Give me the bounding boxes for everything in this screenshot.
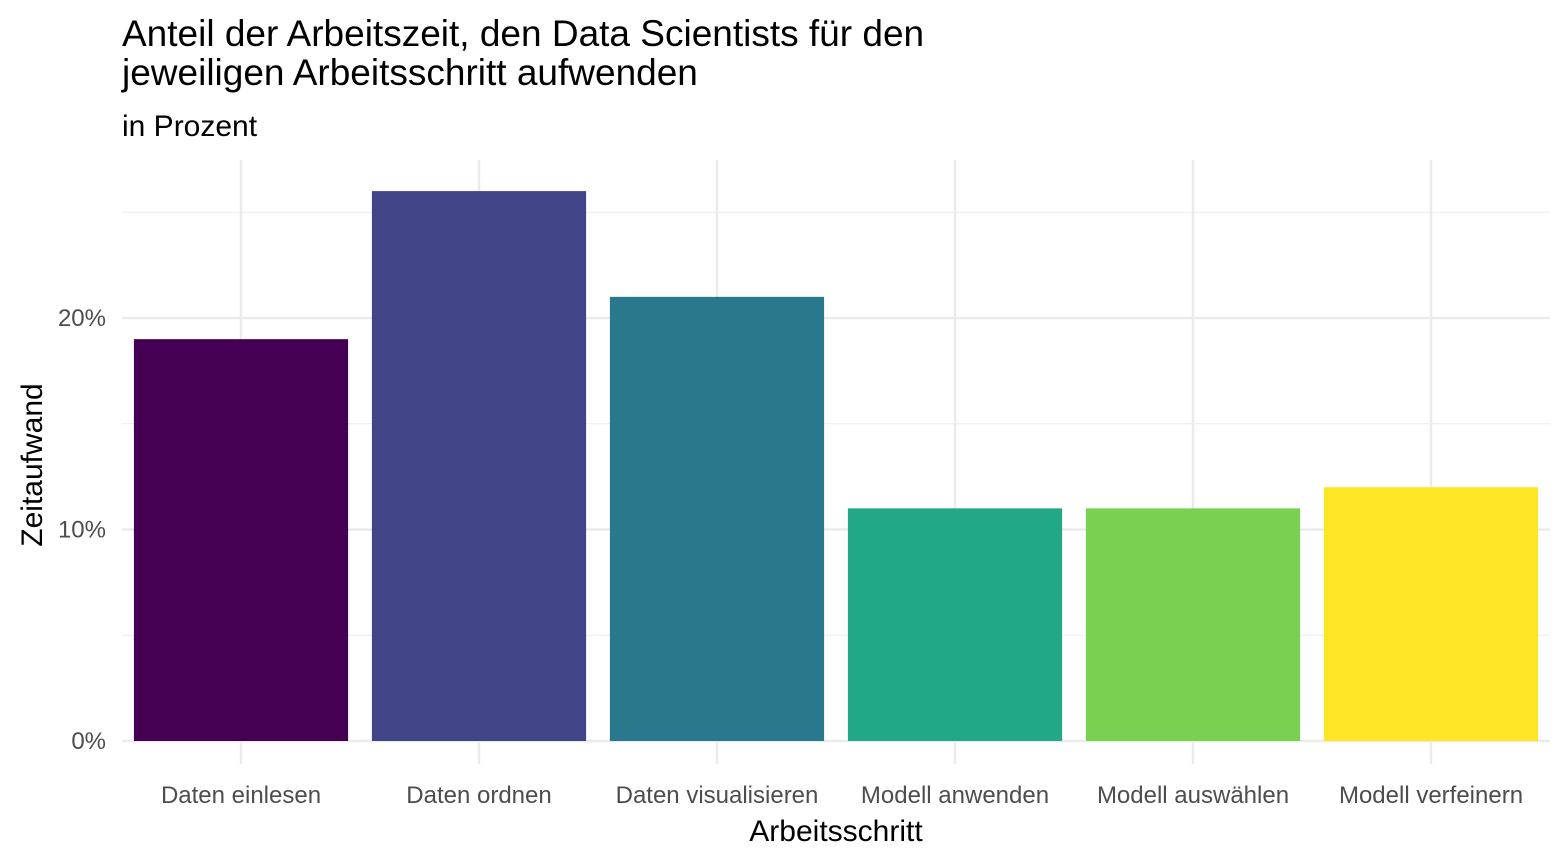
x-tick-label: Modell auswählen bbox=[1097, 782, 1289, 809]
y-axis-ticks: 0% 10% 20% bbox=[58, 305, 106, 755]
bar bbox=[609, 296, 825, 741]
x-tick-label: Daten visualisieren bbox=[616, 782, 819, 809]
chart-title: Anteil der Arbeitszeit, den Data Scienti… bbox=[122, 13, 925, 93]
chart-subtitle: in Prozent bbox=[122, 110, 258, 143]
x-tick-label: Modell anwenden bbox=[861, 782, 1049, 809]
y-tick-label: 0% bbox=[71, 728, 106, 755]
bars bbox=[133, 191, 1539, 742]
y-tick-label: 10% bbox=[58, 517, 106, 544]
x-tick-label: Daten ordnen bbox=[406, 782, 551, 809]
bar bbox=[371, 191, 587, 742]
y-tick-label: 20% bbox=[58, 305, 106, 332]
bar bbox=[133, 339, 349, 741]
bar bbox=[1323, 487, 1539, 741]
bar bbox=[1085, 508, 1301, 741]
bar bbox=[847, 508, 1063, 741]
y-axis-title: Zeitaufwand bbox=[16, 383, 49, 546]
x-tick-label: Daten einlesen bbox=[161, 782, 321, 809]
x-axis-title: Arbeitsschritt bbox=[749, 815, 923, 848]
x-axis-ticks: Daten einlesen Daten ordnen Daten visualis… bbox=[161, 782, 1523, 809]
x-tick-label: Modell verfeinern bbox=[1339, 782, 1523, 809]
